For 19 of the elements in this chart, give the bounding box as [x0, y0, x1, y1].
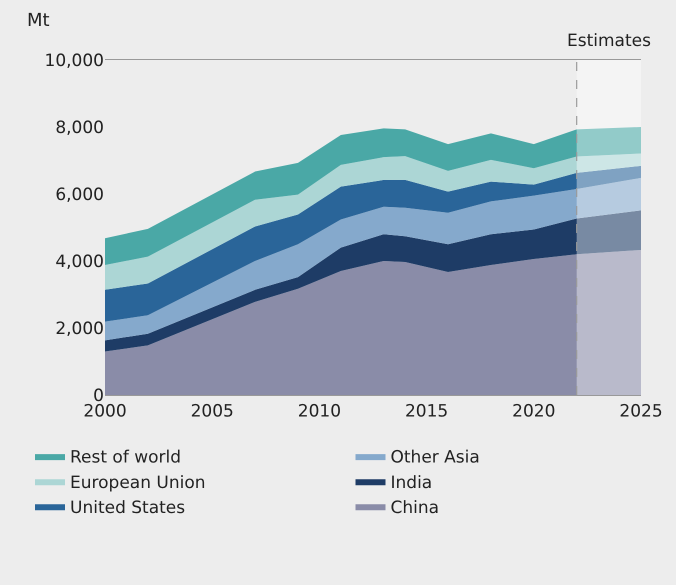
y-tick-label: 2,000: [55, 318, 104, 339]
legend-label: India: [390, 472, 432, 493]
legend-label: Rest of world: [70, 448, 182, 468]
x-tick-label: 2010: [298, 401, 342, 422]
x-tick-label: 2000: [83, 401, 127, 422]
legend-label: Other Asia: [390, 448, 480, 468]
x-tick-label: 2015: [404, 401, 448, 422]
band-label: Estimates: [567, 31, 652, 51]
y-tick-label: 4,000: [55, 252, 104, 272]
legend-label: European Union: [70, 472, 206, 493]
y-tick-label: 8,000: [55, 118, 104, 138]
y-tick-label: 6,000: [55, 184, 104, 205]
legend-label: United States: [70, 498, 186, 518]
x-tick-label: 2025: [619, 401, 663, 422]
x-tick-label: 2005: [190, 401, 234, 422]
legend-label: China: [390, 498, 440, 518]
y-axis-title: Mt: [27, 10, 50, 31]
y-tick-label: 10,000: [44, 50, 104, 71]
x-tick-label: 2020: [512, 401, 556, 422]
